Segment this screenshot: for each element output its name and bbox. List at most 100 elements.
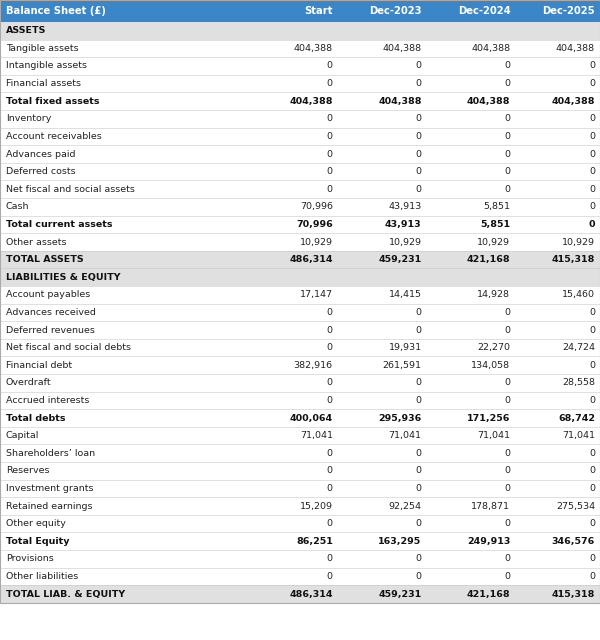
- Text: Cash: Cash: [6, 202, 29, 211]
- Bar: [0, 110, 600, 127]
- Bar: [0, 127, 600, 145]
- Text: 0: 0: [327, 308, 333, 317]
- Text: 70,996: 70,996: [300, 202, 333, 211]
- Text: 178,871: 178,871: [472, 502, 511, 511]
- Text: 404,388: 404,388: [556, 44, 595, 53]
- Text: 0: 0: [589, 519, 595, 528]
- Text: 0: 0: [505, 308, 511, 317]
- Text: Account payables: Account payables: [6, 291, 90, 300]
- Text: 10,929: 10,929: [389, 237, 422, 246]
- Text: Other assets: Other assets: [6, 237, 67, 246]
- Text: Account receivables: Account receivables: [6, 132, 102, 141]
- Text: 404,388: 404,388: [382, 44, 422, 53]
- Bar: [0, 233, 600, 251]
- Text: Advances received: Advances received: [6, 308, 96, 317]
- Text: Provisions: Provisions: [6, 554, 54, 563]
- Bar: [0, 374, 600, 392]
- Text: 0: 0: [327, 185, 333, 194]
- Text: 0: 0: [327, 61, 333, 70]
- Text: 0: 0: [589, 361, 595, 370]
- Text: 0: 0: [327, 484, 333, 493]
- Text: 0: 0: [589, 150, 595, 159]
- Text: 0: 0: [327, 449, 333, 458]
- Text: 404,388: 404,388: [289, 97, 333, 106]
- Text: 382,916: 382,916: [293, 361, 333, 370]
- Text: 0: 0: [589, 467, 595, 476]
- Text: 0: 0: [505, 115, 511, 124]
- Text: 0: 0: [416, 308, 422, 317]
- Text: 0: 0: [589, 220, 595, 229]
- Bar: [0, 216, 600, 233]
- Text: 0: 0: [327, 167, 333, 176]
- Text: 400,064: 400,064: [290, 413, 333, 422]
- Text: 0: 0: [589, 132, 595, 141]
- Bar: [0, 92, 600, 110]
- Text: Inventory: Inventory: [6, 115, 52, 124]
- Text: 0: 0: [416, 61, 422, 70]
- Text: Net fiscal and social debts: Net fiscal and social debts: [6, 343, 131, 352]
- Text: 0: 0: [505, 185, 511, 194]
- Text: 0: 0: [416, 467, 422, 476]
- Text: 0: 0: [589, 185, 595, 194]
- Text: 0: 0: [327, 554, 333, 563]
- Bar: [0, 409, 600, 427]
- Bar: [0, 585, 600, 603]
- Bar: [0, 268, 600, 286]
- Text: Dec-2025: Dec-2025: [542, 6, 595, 16]
- Text: 0: 0: [589, 396, 595, 405]
- Text: 249,913: 249,913: [467, 537, 511, 546]
- Text: 15,209: 15,209: [300, 502, 333, 511]
- Text: Financial debt: Financial debt: [6, 361, 72, 370]
- Text: 0: 0: [416, 132, 422, 141]
- Text: 404,388: 404,388: [378, 97, 422, 106]
- Text: 134,058: 134,058: [471, 361, 511, 370]
- Text: 28,558: 28,558: [562, 378, 595, 387]
- Text: 421,168: 421,168: [467, 255, 511, 264]
- Text: LIABILITIES & EQUITY: LIABILITIES & EQUITY: [6, 273, 121, 282]
- Text: Start: Start: [304, 6, 333, 16]
- Bar: [0, 444, 600, 462]
- Text: 70,996: 70,996: [296, 220, 333, 229]
- Text: Deferred revenues: Deferred revenues: [6, 326, 95, 335]
- Text: 5,851: 5,851: [480, 220, 511, 229]
- Text: Accrued interests: Accrued interests: [6, 396, 89, 405]
- Text: 0: 0: [589, 61, 595, 70]
- Text: 0: 0: [589, 554, 595, 563]
- Text: 404,388: 404,388: [467, 97, 511, 106]
- Text: 486,314: 486,314: [289, 255, 333, 264]
- Text: Total current assets: Total current assets: [6, 220, 113, 229]
- Bar: [0, 356, 600, 374]
- Text: Capital: Capital: [6, 431, 40, 440]
- Text: 0: 0: [327, 343, 333, 352]
- Text: Shareholders’ loan: Shareholders’ loan: [6, 449, 95, 458]
- Text: 415,318: 415,318: [551, 255, 595, 264]
- Text: 0: 0: [589, 79, 595, 88]
- Text: 0: 0: [589, 202, 595, 211]
- Bar: [0, 392, 600, 409]
- Text: Other liabilities: Other liabilities: [6, 572, 78, 581]
- Text: 19,931: 19,931: [388, 343, 422, 352]
- Text: Intangible assets: Intangible assets: [6, 61, 87, 70]
- Text: Total fixed assets: Total fixed assets: [6, 97, 100, 106]
- Text: 415,318: 415,318: [551, 589, 595, 598]
- Text: Financial assets: Financial assets: [6, 79, 81, 88]
- Text: 459,231: 459,231: [379, 255, 422, 264]
- Text: ASSETS: ASSETS: [6, 26, 46, 35]
- Text: 0: 0: [589, 115, 595, 124]
- Text: 421,168: 421,168: [467, 589, 511, 598]
- Text: 0: 0: [505, 449, 511, 458]
- Text: 14,928: 14,928: [478, 291, 511, 300]
- Text: 0: 0: [505, 378, 511, 387]
- Text: 459,231: 459,231: [379, 589, 422, 598]
- Text: 0: 0: [589, 449, 595, 458]
- Text: Tangible assets: Tangible assets: [6, 44, 79, 53]
- Bar: [0, 568, 600, 585]
- Text: 0: 0: [589, 326, 595, 335]
- Text: 0: 0: [505, 167, 511, 176]
- Text: 0: 0: [416, 150, 422, 159]
- Text: 0: 0: [416, 519, 422, 528]
- Text: 0: 0: [505, 484, 511, 493]
- Text: Dec-2024: Dec-2024: [458, 6, 511, 16]
- Bar: [0, 532, 600, 550]
- Text: 0: 0: [505, 519, 511, 528]
